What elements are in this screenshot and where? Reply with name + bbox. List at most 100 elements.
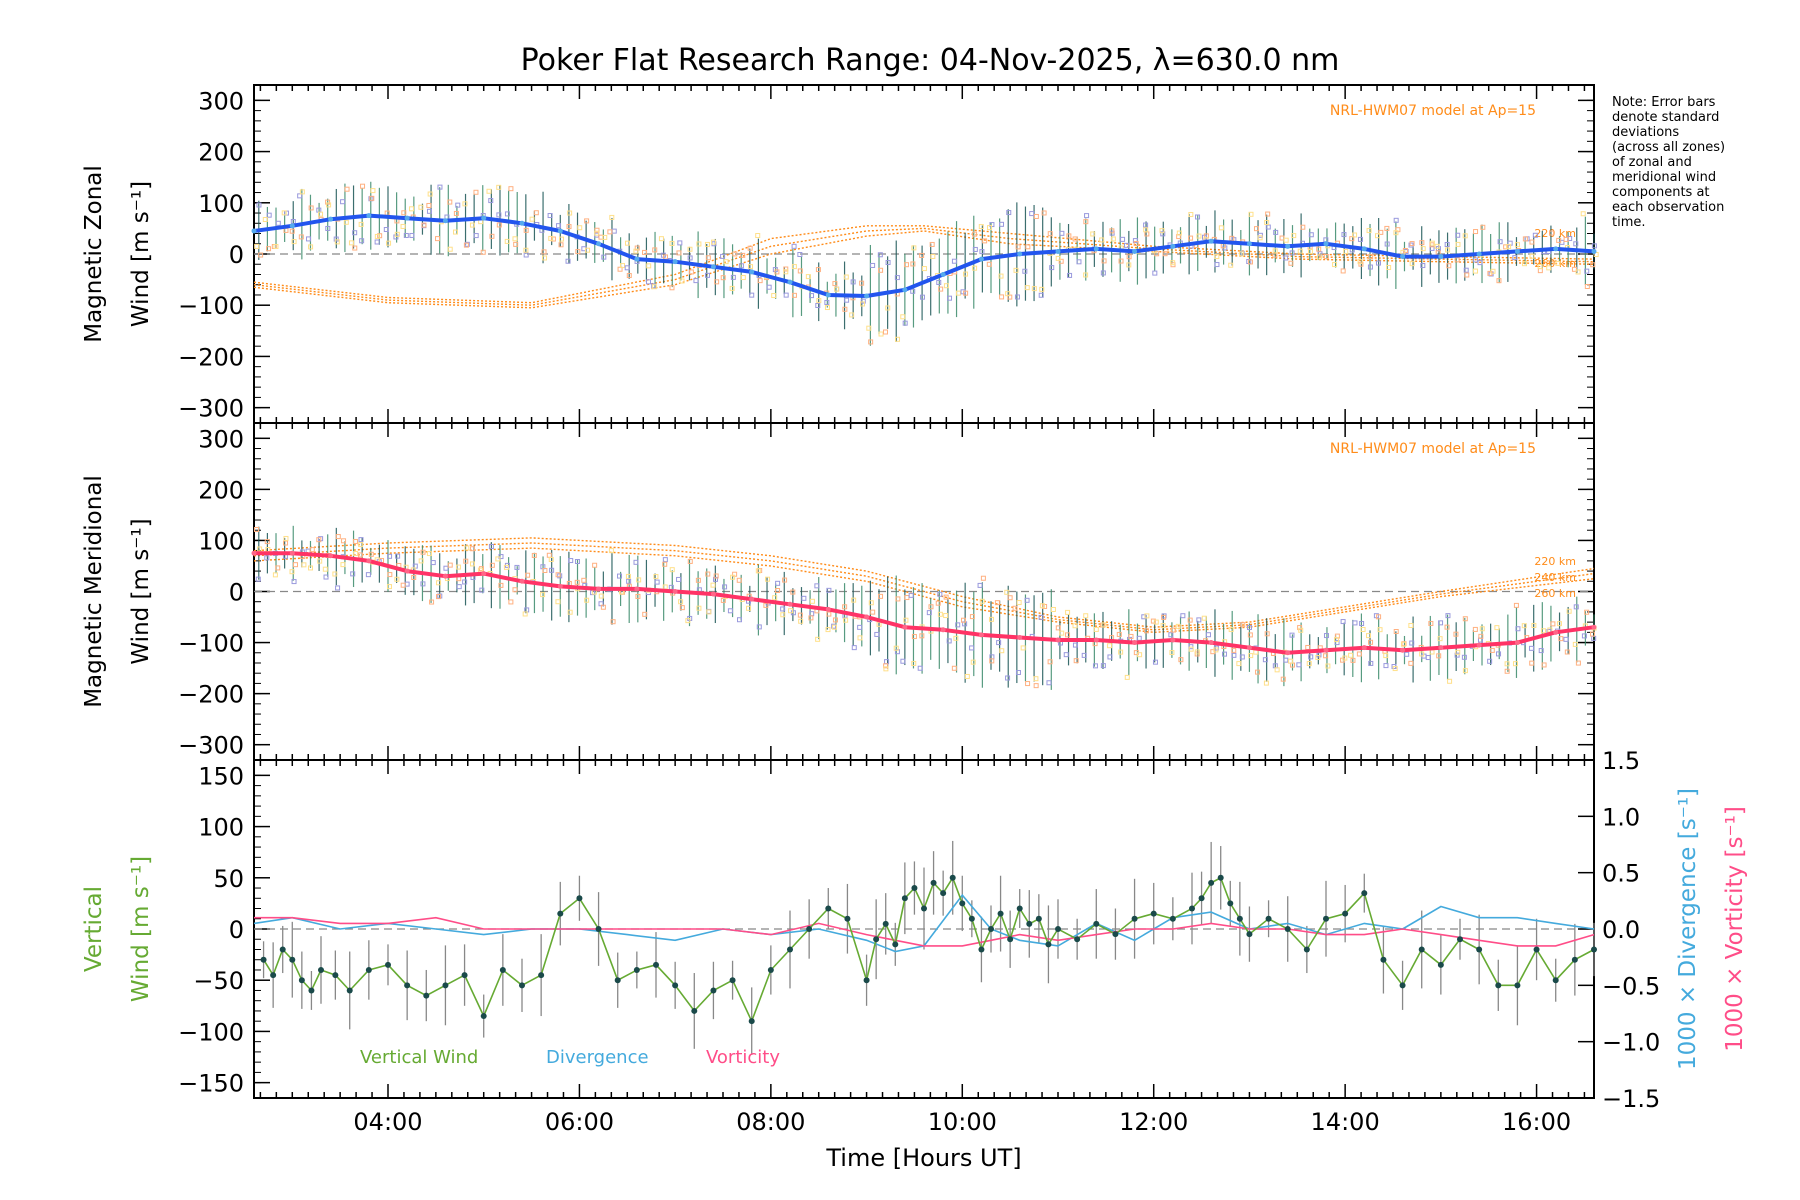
scatter-point xyxy=(262,216,268,222)
scatter-point xyxy=(447,199,453,205)
scatter-point xyxy=(426,551,432,557)
scatter-point xyxy=(411,574,417,580)
scatter-point xyxy=(1455,241,1461,247)
scatter-point xyxy=(352,538,358,544)
meridional-wind-point xyxy=(634,586,640,592)
scatter-point xyxy=(870,262,876,268)
zonal-wind-point xyxy=(1438,254,1444,260)
vertical-wind-point xyxy=(710,987,717,994)
scatter-point xyxy=(936,279,942,285)
scatter-point xyxy=(575,249,581,255)
scatter-point xyxy=(1213,647,1219,653)
scatter-point xyxy=(1472,626,1478,632)
scatter-point xyxy=(513,241,519,247)
x-axis-label: Time [Hours UT] xyxy=(825,1144,1021,1172)
scatter-point xyxy=(609,214,615,220)
scatter-point xyxy=(757,278,763,284)
scatter-point xyxy=(555,572,561,578)
scatter-point xyxy=(651,284,657,290)
x-tick-label: 16:00 xyxy=(1502,1108,1571,1136)
scatter-point xyxy=(266,212,272,218)
scatter-point xyxy=(860,301,866,307)
vertical-wind-point xyxy=(921,905,927,912)
vertical-wind-point xyxy=(863,977,870,984)
scatter-point xyxy=(257,546,263,552)
scatter-point xyxy=(1175,623,1181,629)
scatter-point xyxy=(1201,615,1207,621)
scatter-point xyxy=(1109,228,1115,234)
scatter-point xyxy=(281,210,287,216)
scatter-point xyxy=(977,582,983,588)
scatter-point xyxy=(1247,259,1253,265)
scatter-point xyxy=(903,262,909,268)
scatter-point xyxy=(308,244,314,250)
note-line: (across all zones) xyxy=(1612,140,1725,155)
scatter-point xyxy=(1083,613,1089,619)
scatter-point xyxy=(1352,232,1358,238)
y-tick-label: −300 xyxy=(178,395,244,423)
scatter-point xyxy=(1477,260,1483,266)
scatter-point xyxy=(1239,250,1245,256)
y-tick-label: −100 xyxy=(178,1018,244,1046)
scatter-point xyxy=(369,195,375,201)
y-tick-label: 300 xyxy=(198,87,244,115)
scatter-point xyxy=(634,245,640,251)
scatter-point xyxy=(986,261,992,267)
scatter-point xyxy=(894,649,900,655)
vertical-wind-point xyxy=(911,885,918,892)
scatter-point xyxy=(826,611,832,617)
zonal-wind-line xyxy=(253,213,1595,298)
scatter-point xyxy=(1013,267,1019,273)
scatter-point xyxy=(272,572,278,578)
right-y-tick-label: 1.5 xyxy=(1602,747,1640,775)
scatter-point xyxy=(727,608,733,614)
scatter-point xyxy=(826,587,832,593)
vertical-wind-point xyxy=(308,987,315,994)
scatter-point xyxy=(1055,625,1061,631)
scatter-point xyxy=(566,224,572,230)
scatter-point xyxy=(435,236,441,242)
scatter-point xyxy=(1047,231,1053,237)
scatter-point xyxy=(1289,632,1295,638)
scatter-point xyxy=(798,618,804,624)
scatter-point xyxy=(1143,628,1149,634)
right-y-tick-label: 0.5 xyxy=(1602,860,1640,888)
scatter-point xyxy=(972,265,978,271)
zonal-wind-point xyxy=(404,215,410,221)
scatter-point xyxy=(325,225,331,231)
scatter-point xyxy=(283,535,289,541)
scatter-point xyxy=(857,635,863,641)
scatter-point xyxy=(325,199,331,205)
meridional-wind-point xyxy=(1132,640,1138,646)
model-altitude-label: 260 km xyxy=(1534,257,1576,270)
scatter-point xyxy=(291,239,297,245)
scatter-point xyxy=(1529,239,1535,245)
scatter-point xyxy=(489,233,495,239)
meridional-wind-point xyxy=(557,583,563,589)
scatter-point xyxy=(824,305,830,311)
scatter-point xyxy=(1350,657,1356,663)
scatter-point xyxy=(1214,262,1220,268)
y-axis-label: Wind [m s⁻¹] xyxy=(128,518,154,664)
scatter-point xyxy=(669,240,675,246)
scatter-point xyxy=(1434,243,1440,249)
scatter-point xyxy=(1107,654,1113,660)
scatter-point xyxy=(542,255,548,261)
zonal-wind-point xyxy=(1285,243,1291,249)
scatter-point xyxy=(1384,225,1390,231)
scatter-point xyxy=(394,576,400,582)
meridional-wind-point xyxy=(1438,645,1444,651)
scatter-point xyxy=(797,268,803,274)
scatter-point xyxy=(1072,642,1078,648)
scatter-point xyxy=(1072,236,1078,242)
scatter-point xyxy=(1455,232,1461,238)
scatter-point xyxy=(1494,625,1500,631)
scatter-point xyxy=(1022,268,1028,274)
scatter-point xyxy=(1393,230,1399,236)
scatter-point xyxy=(851,645,857,651)
scatter-point xyxy=(996,640,1002,646)
scatter-point xyxy=(1168,632,1174,638)
scatter-point xyxy=(1063,652,1069,658)
scatter-point xyxy=(617,573,623,579)
vertical-wind-point xyxy=(748,1018,755,1025)
